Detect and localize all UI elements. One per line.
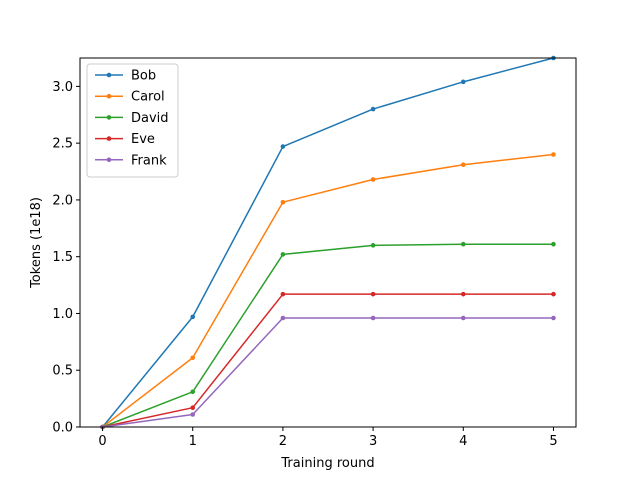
series-line-david [102, 243, 554, 428]
y-tick-label: 2.5 [52, 137, 73, 152]
data-point-eve [280, 291, 286, 297]
data-point-carol [190, 355, 196, 361]
data-point-david [370, 243, 376, 248]
data-point-eve [370, 291, 376, 297]
x-tick-label: 0 [98, 434, 106, 449]
x-axis-label: Training round [280, 456, 374, 471]
legend-item-bob: Bob [95, 69, 156, 84]
data-point-frank [190, 412, 196, 417]
data-point-eve [190, 405, 196, 410]
data-point-carol [280, 199, 286, 205]
legend-label-eve: Eve [131, 132, 155, 147]
series-line-bob [101, 57, 554, 428]
y-tick-label: 2.0 [52, 193, 73, 208]
legend: Bob Carol David Eve Frank [86, 63, 179, 178]
data-point-carol [370, 177, 376, 182]
data-point-eve [460, 291, 466, 297]
data-point-carol [460, 162, 466, 168]
data-point-david [190, 389, 196, 395]
x-tick-label: 2 [279, 434, 287, 449]
data-point-david [460, 241, 466, 247]
data-point-bob [190, 314, 196, 320]
x-axis: 0 1 2 3 4 5 [98, 427, 558, 449]
x-tick-label: 3 [369, 434, 377, 449]
series-layer [100, 55, 556, 430]
legend-item-eve: Eve [95, 132, 155, 147]
y-axis: 0.0 0.5 1.0 1.5 2.0 2.5 3.0 [52, 80, 80, 436]
legend-label-bob: Bob [131, 69, 156, 84]
legend-label-carol: Carol [131, 90, 165, 105]
data-point-bob [280, 144, 286, 149]
data-point-david [551, 241, 556, 247]
y-tick-label: 3.0 [52, 80, 73, 95]
series-carol [100, 152, 556, 430]
plot-frame [79, 57, 577, 428]
legend-item-frank: Frank [95, 153, 167, 168]
legend-item-david: David [95, 111, 169, 126]
legend-marker-frank [106, 157, 112, 163]
y-tick-label: 1.5 [52, 250, 73, 265]
data-point-carol [551, 152, 556, 157]
data-point-frank [370, 315, 376, 321]
series-line-carol [102, 153, 554, 428]
legend-box [86, 63, 179, 178]
legend-marker-eve [106, 136, 112, 141]
legend-marker-carol [106, 93, 112, 99]
legend-label-david: David [131, 111, 169, 126]
data-point-bob [370, 106, 376, 112]
series-line-eve [102, 293, 554, 428]
y-tick-label: 0.0 [52, 421, 73, 436]
legend-label-frank: Frank [131, 153, 167, 168]
legend-marker-bob [106, 72, 112, 78]
x-tick-label: 1 [189, 434, 197, 449]
series-eve [100, 291, 556, 430]
data-point-david [280, 252, 286, 257]
x-tick-label: 4 [459, 434, 467, 449]
y-tick-label: 0.5 [52, 364, 73, 379]
y-axis-label: Tokens (1e18) [29, 197, 44, 289]
legend-item-carol: Carol [95, 90, 165, 105]
data-point-eve [551, 291, 556, 297]
series-line-frank [102, 317, 554, 428]
data-point-frank [280, 315, 286, 321]
series-frank [100, 315, 556, 430]
data-point-bob [460, 79, 466, 85]
series-david [100, 241, 556, 430]
data-point-frank [460, 315, 466, 321]
legend-marker-david [106, 115, 112, 120]
y-tick-label: 1.0 [52, 307, 73, 322]
x-tick-label: 5 [549, 434, 557, 449]
data-point-frank [551, 315, 556, 321]
